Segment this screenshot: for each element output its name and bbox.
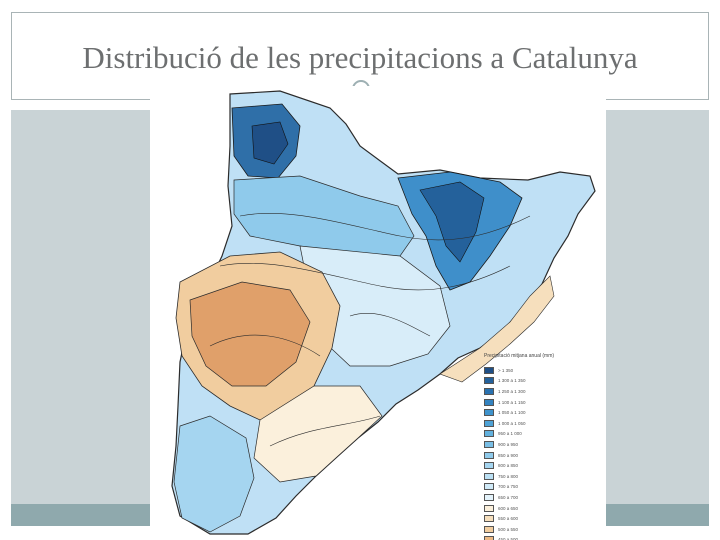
legend-swatch bbox=[484, 504, 494, 512]
slide-title: Distribució de les precipitacions a Cata… bbox=[82, 40, 638, 75]
legend-item: 700 a 750 bbox=[484, 482, 584, 493]
legend-item: 900 a 950 bbox=[484, 439, 584, 450]
legend-item: 850 a 900 bbox=[484, 450, 584, 461]
legend-label: 1 100 a 1 150 bbox=[498, 399, 526, 405]
legend-label: 1 050 a 1 100 bbox=[498, 410, 526, 416]
legend-swatch bbox=[484, 536, 494, 540]
precipitation-map: Precipitació mitjana anual (mm) > 1 350 1… bbox=[150, 86, 606, 540]
legend-label: 850 a 900 bbox=[498, 452, 519, 458]
legend-item: 750 a 800 bbox=[484, 471, 584, 482]
legend-label: 700 a 750 bbox=[498, 484, 519, 490]
legend-item: > 1 350 bbox=[484, 365, 584, 376]
legend-item: 600 a 650 bbox=[484, 503, 584, 514]
legend-label: 550 a 600 bbox=[498, 516, 519, 522]
contour-line bbox=[219, 263, 511, 291]
contour-line bbox=[349, 312, 431, 337]
legend-swatch bbox=[484, 525, 494, 533]
legend-swatch bbox=[484, 462, 494, 470]
legend-label: 900 a 950 bbox=[498, 441, 519, 447]
legend-swatch bbox=[484, 419, 494, 427]
legend-swatch bbox=[484, 398, 494, 406]
legend-item: 650 a 700 bbox=[484, 492, 584, 503]
catalonia-map-graphic bbox=[171, 90, 596, 535]
region-wet-east-core bbox=[419, 181, 485, 263]
legend-swatch bbox=[484, 387, 494, 395]
legend-label: 450 a 500 bbox=[498, 537, 519, 540]
legend-item: 800 a 850 bbox=[484, 460, 584, 471]
legend-item: 1 000 a 1 050 bbox=[484, 418, 584, 429]
legend-label: 600 a 650 bbox=[498, 505, 519, 511]
legend-swatch bbox=[484, 440, 494, 448]
legend-item: 1 250 a 1 300 bbox=[484, 386, 584, 397]
legend-item: 550 a 600 bbox=[484, 513, 584, 524]
legend-label: 800 a 850 bbox=[498, 463, 519, 469]
legend-label: 500 a 550 bbox=[498, 526, 519, 532]
legend-items: > 1 350 1 300 a 1 350 1 250 a 1 300 1 100 a… bbox=[484, 365, 584, 540]
legend-swatch bbox=[484, 483, 494, 491]
legend-item: 1 100 a 1 150 bbox=[484, 397, 584, 408]
region-south-light bbox=[253, 385, 383, 483]
legend-swatch bbox=[484, 451, 494, 459]
legend-title: Precipitació mitjana anual (mm) bbox=[484, 353, 555, 359]
region-south-blue bbox=[173, 415, 255, 533]
contour-line bbox=[239, 213, 531, 241]
legend-swatch bbox=[484, 377, 494, 385]
legend-swatch bbox=[484, 472, 494, 480]
contour-line bbox=[209, 334, 321, 357]
region-wet-west-core bbox=[251, 121, 289, 165]
map-legend: Precipitació mitjana anual (mm) > 1 350 1… bbox=[484, 353, 584, 540]
legend-swatch bbox=[484, 366, 494, 374]
legend-label: 1 000 a 1 050 bbox=[498, 420, 526, 426]
legend-item: 950 a 1 000 bbox=[484, 429, 584, 440]
legend-item: 1 050 a 1 100 bbox=[484, 407, 584, 418]
legend-label: 1 250 a 1 300 bbox=[498, 388, 526, 394]
legend-item: 500 a 550 bbox=[484, 524, 584, 535]
legend-item: 1 300 a 1 350 bbox=[484, 376, 584, 387]
region-coastal bbox=[439, 275, 555, 383]
legend-swatch bbox=[484, 409, 494, 417]
legend-swatch bbox=[484, 430, 494, 438]
legend-label: > 1 350 bbox=[498, 367, 514, 373]
legend-swatch bbox=[484, 515, 494, 523]
legend-label: 750 a 800 bbox=[498, 473, 519, 479]
legend-label: 650 a 700 bbox=[498, 494, 519, 500]
legend-label: 1 300 a 1 350 bbox=[498, 378, 526, 384]
legend-item: 450 a 500 bbox=[484, 535, 584, 540]
legend-label: 950 a 1 000 bbox=[498, 431, 522, 437]
region-driest-core bbox=[189, 281, 311, 387]
contour-line bbox=[269, 415, 381, 447]
legend-swatch bbox=[484, 493, 494, 501]
